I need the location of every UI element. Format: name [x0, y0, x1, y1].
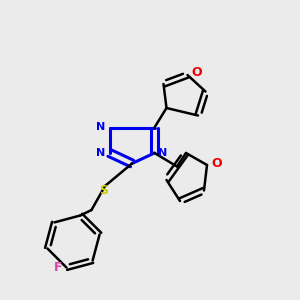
Text: O: O: [191, 66, 202, 79]
Text: F: F: [54, 261, 62, 274]
Text: N: N: [158, 148, 167, 158]
Text: S: S: [99, 184, 108, 197]
Text: N: N: [97, 148, 106, 158]
Text: N: N: [97, 122, 106, 133]
Text: O: O: [211, 157, 222, 170]
